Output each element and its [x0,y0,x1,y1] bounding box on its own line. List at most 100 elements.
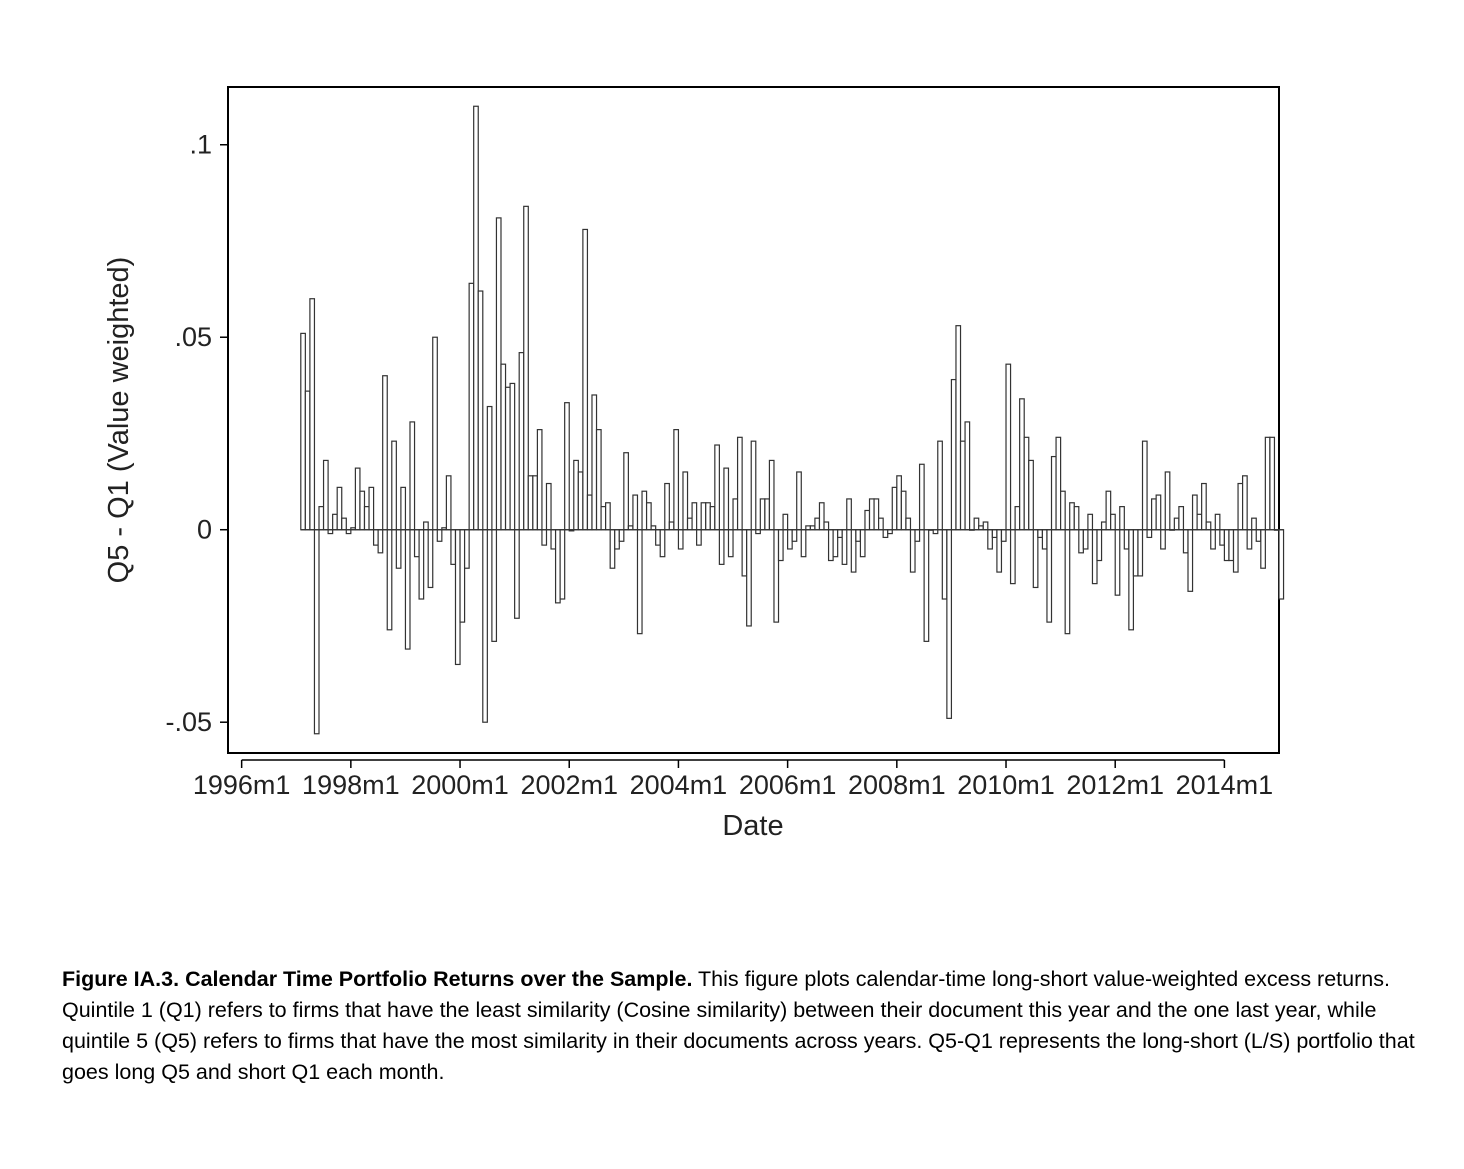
bar [937,440,943,531]
bar [1023,436,1030,531]
bar [468,282,475,531]
bar [964,421,971,531]
x-axis-title: Date [722,810,783,842]
bar [341,517,347,531]
bar [545,482,552,531]
bar [777,529,784,562]
bar [1037,529,1044,539]
bar [718,529,725,565]
x-axis: 1996m1 1998m1 2000m1 2002m1 2004m1 2006m1 2008… [193,759,1273,800]
bar [400,486,407,531]
bar [832,529,839,558]
bar [846,498,852,531]
bar [641,490,648,531]
bar [632,494,639,531]
x-tick-label: 2006m1 [739,770,837,800]
bar [705,502,711,531]
bar [477,290,484,531]
bar [1146,529,1153,539]
bar [459,529,466,623]
bar [768,459,775,531]
bar [436,529,443,542]
y-tick-label: 0 [197,515,212,545]
bar [950,378,957,531]
bar [1137,529,1144,577]
bar [1260,529,1266,569]
bar [1073,506,1080,531]
bar [391,440,397,531]
bar [500,363,507,531]
plot-frame [227,86,1280,754]
bar [1009,529,1016,585]
bar [491,529,498,642]
bar [959,440,966,531]
bar [509,382,516,531]
figure-caption: Figure IA.3. Calendar Time Portfolio Ret… [62,964,1422,1088]
bar [1032,529,1039,589]
bar [418,529,425,600]
bar [618,529,625,542]
bar [564,402,570,531]
bar [372,529,379,546]
x-tick-label: 2004m1 [630,770,728,800]
bar [427,529,434,589]
bar [454,529,461,666]
bar [659,529,666,558]
bar [1028,459,1034,531]
bar [741,529,748,577]
bar [655,529,661,546]
bar [1241,475,1248,531]
bar [1019,398,1025,531]
bar [432,336,438,531]
bar [359,490,366,531]
caption-separator: . [173,967,186,991]
bar [1201,482,1207,531]
bar [450,529,457,565]
bar [582,228,589,531]
bar [1050,455,1057,531]
bar [1160,529,1166,550]
bar [987,529,993,550]
bar [973,517,980,531]
bar [1182,529,1189,554]
bar [559,529,566,600]
bar [814,517,821,531]
bar [1278,529,1285,600]
bar [318,506,325,531]
bar [1082,529,1089,550]
bar [1173,517,1180,531]
bar [1237,482,1244,531]
bar [1228,529,1235,562]
x-tick-label: 2008m1 [848,770,946,800]
y-tick-label: -.05 [165,707,212,737]
bar [395,529,402,569]
bar [300,332,306,531]
bar [823,521,830,531]
caption-text: This figure plots calendar-time long-sho… [62,967,1415,1084]
bar [732,498,739,531]
bar [850,529,857,573]
y-axis-title: Q5 - Q1 (Value weighted) [103,257,135,584]
bar [1100,521,1107,531]
bar [404,529,411,650]
bar [1041,529,1048,550]
x-tick-label: 1998m1 [302,770,400,800]
bar [1219,529,1225,546]
bar [322,459,329,531]
y-tick-label: .05 [174,322,212,352]
bar [709,506,716,531]
bar [796,471,802,531]
bar [377,529,384,554]
bar [982,521,989,531]
bar [882,529,889,539]
bar [1187,529,1194,592]
bar [764,498,771,531]
bar [1000,529,1007,542]
bar [941,529,948,600]
bar [463,529,470,569]
bar [423,521,429,531]
bar [773,529,780,623]
bar [645,502,652,531]
bar [837,529,843,539]
bar [445,475,452,531]
